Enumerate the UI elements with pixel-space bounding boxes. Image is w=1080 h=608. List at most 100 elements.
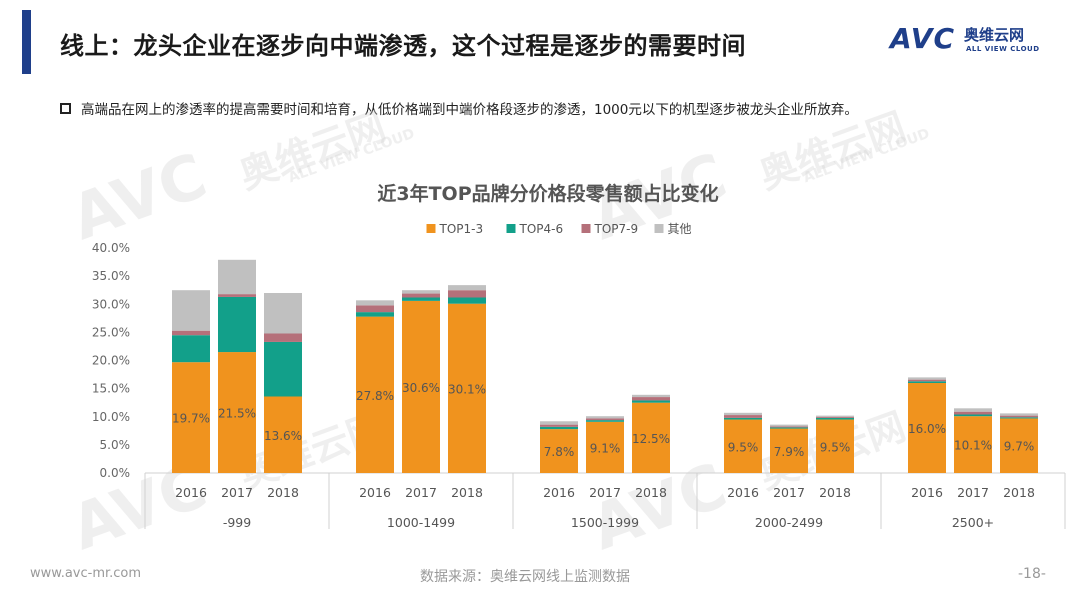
bar-segment-TOP4-6 — [356, 312, 394, 317]
y-tick-label: 15.0% — [92, 382, 130, 396]
data-label: 9.7% — [1004, 440, 1035, 454]
bar-segment-TOP1-3 — [172, 362, 210, 473]
y-tick-label: 25.0% — [92, 325, 130, 339]
data-label: 12.5% — [632, 432, 670, 446]
x-tick-year: 2017 — [589, 485, 621, 500]
x-tick-year: 2017 — [773, 485, 805, 500]
bar-segment-其他 — [816, 415, 854, 417]
logo-cn: 奥维云网 — [964, 26, 1025, 44]
x-group-label: -999 — [223, 515, 251, 530]
x-tick-year: 2017 — [221, 485, 253, 500]
bar-segment-TOP1-3 — [632, 402, 670, 473]
x-tick-year: 2016 — [359, 485, 391, 500]
bar-segment-TOP7-9 — [586, 418, 624, 421]
legend-swatch — [506, 224, 516, 233]
bar-segment-TOP1-3 — [218, 352, 256, 473]
page-number: -18- — [1018, 566, 1046, 582]
bar-segment-TOP1-3 — [448, 303, 486, 473]
x-tick-year: 2016 — [175, 485, 207, 500]
x-tick-year: 2016 — [911, 485, 943, 500]
data-label: 30.6% — [402, 381, 440, 395]
data-label: 7.9% — [774, 445, 805, 459]
x-group-label: 1500-1999 — [571, 515, 639, 530]
y-tick-label: 30.0% — [92, 297, 130, 311]
bar-segment-其他 — [724, 412, 762, 416]
bar-segment-TOP7-9 — [402, 293, 440, 298]
data-label: 9.5% — [728, 440, 759, 454]
data-label: 16.0% — [908, 422, 946, 436]
bullet-square-icon — [60, 102, 71, 114]
data-label: 7.8% — [544, 445, 575, 459]
bar-segment-TOP1-3 — [586, 421, 624, 473]
data-label: 9.1% — [590, 441, 621, 455]
bar-segment-TOP4-6 — [724, 417, 762, 420]
x-group-label: 1000-1499 — [387, 515, 455, 530]
y-tick-label: 20.0% — [92, 354, 130, 368]
bar-segment-TOP4-6 — [954, 414, 992, 417]
bar-segment-TOP4-6 — [402, 297, 440, 301]
legend-swatch — [654, 224, 664, 233]
data-label: 13.6% — [264, 429, 302, 443]
bar-segment-TOP7-9 — [1000, 415, 1038, 418]
bar-segment-TOP7-9 — [908, 379, 946, 382]
footer-website: www.avc-mr.com — [30, 566, 142, 581]
bar-segment-TOP7-9 — [540, 424, 578, 427]
bar-segment-TOP4-6 — [770, 427, 808, 429]
bar-segment-其他 — [770, 424, 808, 427]
bar-segment-TOP1-3 — [954, 416, 992, 473]
bar-segment-TOP7-9 — [172, 330, 210, 336]
legend-label: TOP4-6 — [519, 222, 564, 236]
data-label: 10.1% — [954, 439, 992, 453]
legend-swatch — [581, 224, 591, 233]
chart-title: 近3年TOP品牌分价格段零售额占比变化 — [377, 182, 718, 205]
bar-segment-TOP1-3 — [540, 429, 578, 473]
bar-segment-TOP7-9 — [816, 416, 854, 418]
bar-segment-TOP4-6 — [632, 400, 670, 403]
logo-en: ALL VIEW CLOUD — [966, 45, 1040, 53]
bar-segment-TOP4-6 — [908, 381, 946, 383]
y-tick-label: 10.0% — [92, 410, 130, 424]
bar-segment-其他 — [954, 408, 992, 412]
data-label: 9.5% — [820, 440, 851, 454]
x-tick-year: 2018 — [451, 485, 483, 500]
legend-label: TOP7-9 — [594, 222, 639, 236]
x-tick-year: 2018 — [819, 485, 851, 500]
x-group-label: 2000-2499 — [755, 515, 823, 530]
bullet-point: 高端品在网上的渗透率的提高需要时间和培育，从低价格端到中端价格段逐步的渗透，10… — [60, 98, 858, 118]
bar-segment-TOP1-3 — [770, 428, 808, 473]
footer-source: 数据来源：奥维云网线上监测数据 — [420, 569, 630, 585]
bar-segment-TOP4-6 — [816, 417, 854, 420]
x-tick-year: 2018 — [267, 485, 299, 500]
bar-segment-TOP7-9 — [448, 290, 486, 298]
bar-segment-其他 — [172, 290, 210, 331]
y-tick-label: 35.0% — [92, 269, 130, 283]
y-tick-label: 5.0% — [100, 438, 131, 452]
avc-logo: AVC 奥维云网 ALL VIEW CLOUD — [890, 22, 1060, 58]
bar-segment-TOP7-9 — [218, 294, 256, 297]
bar-segment-TOP1-3 — [402, 300, 440, 473]
bar-segment-TOP1-3 — [356, 316, 394, 473]
x-tick-year: 2017 — [405, 485, 437, 500]
bar-segment-其他 — [908, 377, 946, 380]
slide-title: 线上：龙头企业在逐步向中端渗透，这个过程是逐步的需要时间 — [60, 32, 746, 60]
bar-segment-TOP7-9 — [356, 305, 394, 313]
legend-label: TOP1-3 — [439, 222, 484, 236]
x-tick-year: 2016 — [543, 485, 575, 500]
bar-segment-TOP4-6 — [1000, 417, 1038, 419]
bar-segment-TOP7-9 — [954, 411, 992, 415]
x-group-label: 2500+ — [952, 515, 994, 530]
x-tick-year: 2018 — [635, 485, 667, 500]
legend-label: 其他 — [668, 222, 692, 236]
y-tick-label: 0.0% — [100, 466, 131, 480]
bar-segment-其他 — [586, 416, 624, 419]
data-label: 21.5% — [218, 407, 256, 421]
x-tick-year: 2017 — [957, 485, 989, 500]
bullet-text: 高端品在网上的渗透率的提高需要时间和培育，从低价格端到中端价格段逐步的渗透，10… — [81, 102, 858, 118]
data-label: 19.7% — [172, 412, 210, 426]
bar-segment-TOP1-3 — [816, 419, 854, 473]
bar-segment-TOP4-6 — [448, 297, 486, 304]
bar-segment-其他 — [402, 290, 440, 294]
y-tick-label: 40.0% — [92, 241, 130, 255]
bar-segment-TOP1-3 — [724, 419, 762, 473]
